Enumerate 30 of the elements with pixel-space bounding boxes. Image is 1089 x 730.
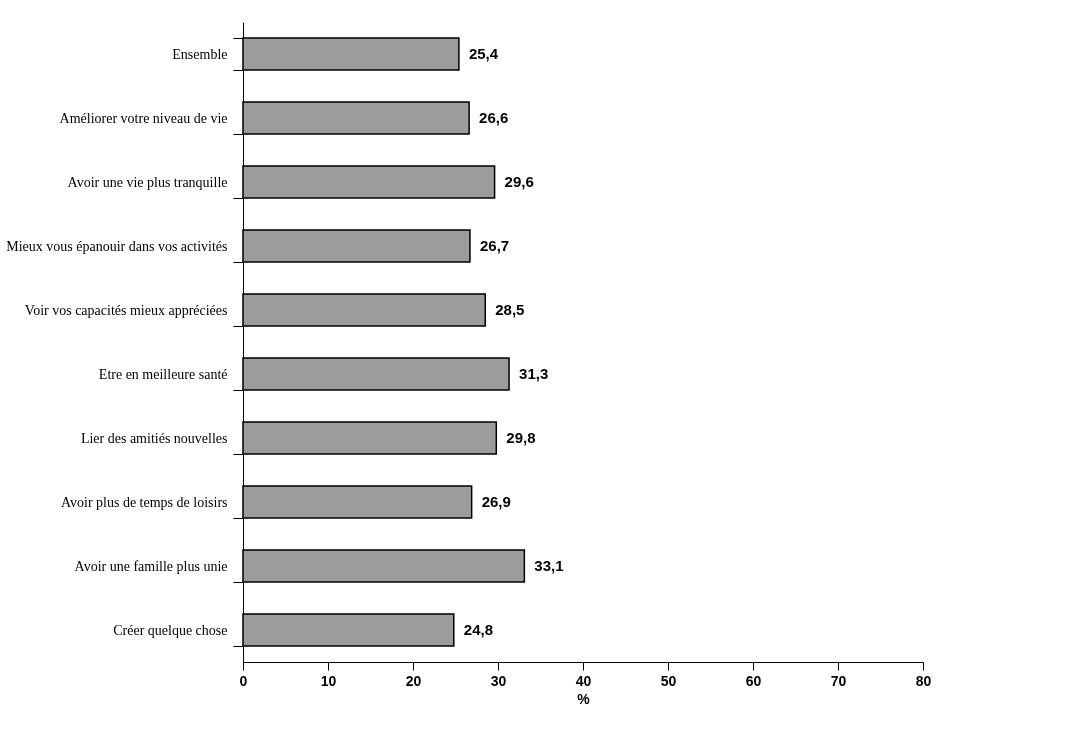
y-tick-label: Avoir plus de temps de loisirs <box>60 494 228 510</box>
data-label: 29,6 <box>504 173 534 190</box>
x-tick-label: 40 <box>575 672 592 689</box>
data-label: 31,3 <box>519 365 549 382</box>
x-tick-label: 20 <box>405 672 422 689</box>
y-tick-label: Créer quelque chose <box>113 622 228 638</box>
data-label: 25,4 <box>468 45 499 62</box>
x-tick-label: 70 <box>830 672 847 689</box>
x-tick-label: 10 <box>320 672 337 689</box>
y-tick-label: Améliorer votre niveau de vie <box>59 110 228 126</box>
x-tick-label: 0 <box>239 672 248 689</box>
data-label: 26,7 <box>479 237 510 254</box>
y-tick-label: Avoir une famille plus unie <box>74 558 228 574</box>
x-axis-title: % <box>577 690 591 707</box>
x-tick-label: 30 <box>490 672 507 689</box>
data-label: 28,5 <box>495 301 525 318</box>
y-tick-label: Mieux vous épanouir dans vos activités <box>6 238 228 254</box>
x-tick-label: 60 <box>745 672 762 689</box>
data-label: 26,9 <box>481 493 511 510</box>
data-label: 29,8 <box>506 429 536 446</box>
data-label: 26,6 <box>479 109 509 126</box>
y-tick-label: Ensemble <box>172 46 228 62</box>
y-tick-label: Voir vos capacités mieux appréciées <box>24 302 228 318</box>
x-tick-label: 50 <box>660 672 677 689</box>
x-tick-label: 80 <box>915 672 932 689</box>
data-label: 33,1 <box>534 557 564 574</box>
y-tick-label: Lier des amitiés nouvelles <box>80 430 228 446</box>
y-tick-label: Etre en meilleure santé <box>98 366 228 382</box>
data-label: 24,8 <box>463 621 493 638</box>
y-tick-label: Avoir une vie plus tranquille <box>67 174 228 190</box>
